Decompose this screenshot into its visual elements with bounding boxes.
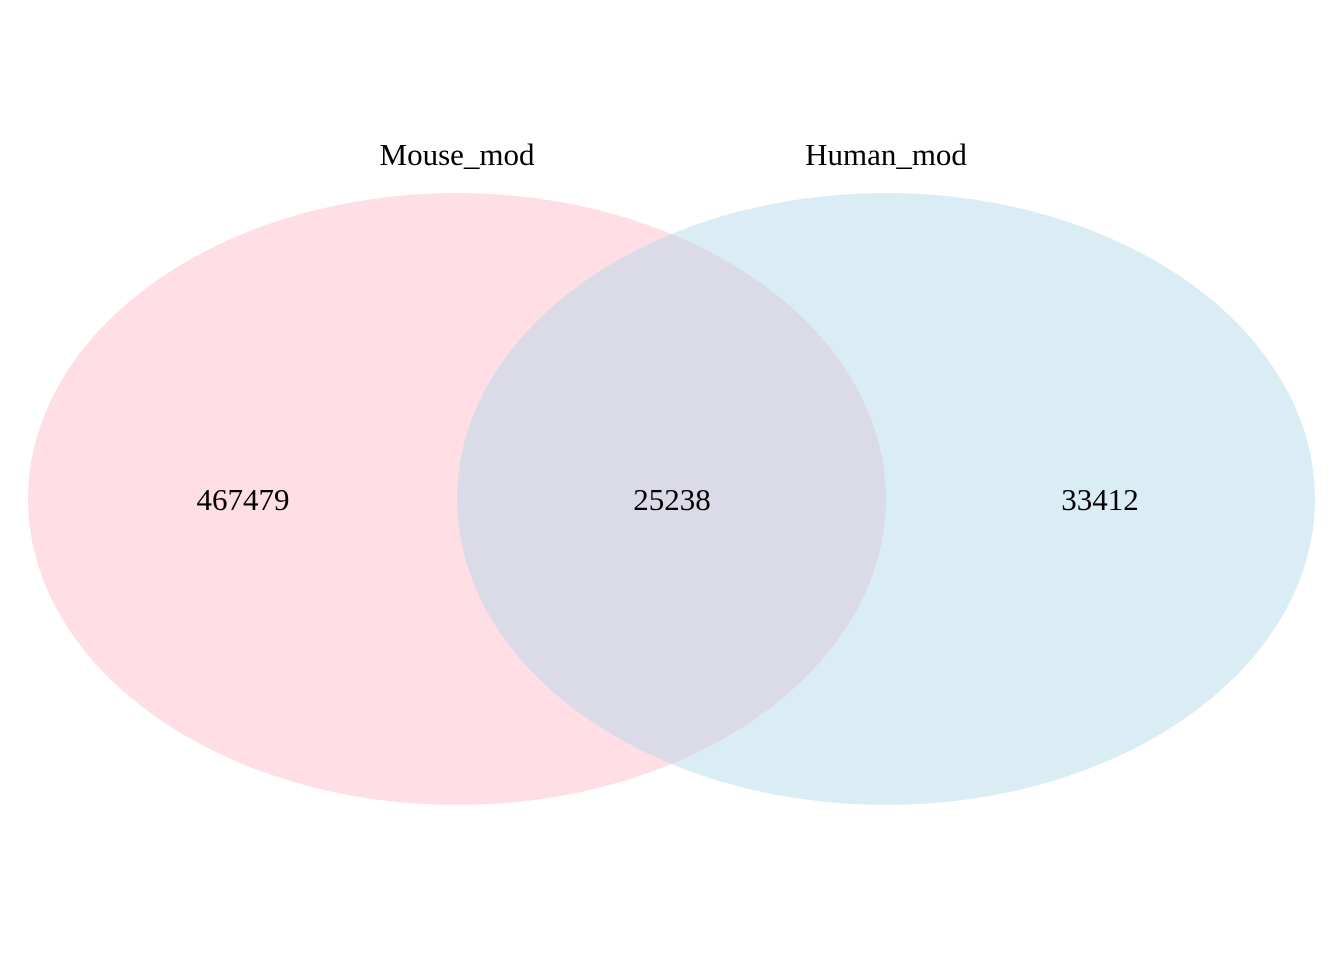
human-only-count: 33412 [1061,482,1139,517]
intersection-count: 25238 [633,482,711,517]
mouse-only-count: 467479 [197,482,290,517]
human-set-ellipse [457,193,1315,805]
human-set-label: Human_mod [805,137,967,172]
mouse-set-label: Mouse_mod [380,137,536,172]
mouse-set-ellipse [28,193,886,805]
